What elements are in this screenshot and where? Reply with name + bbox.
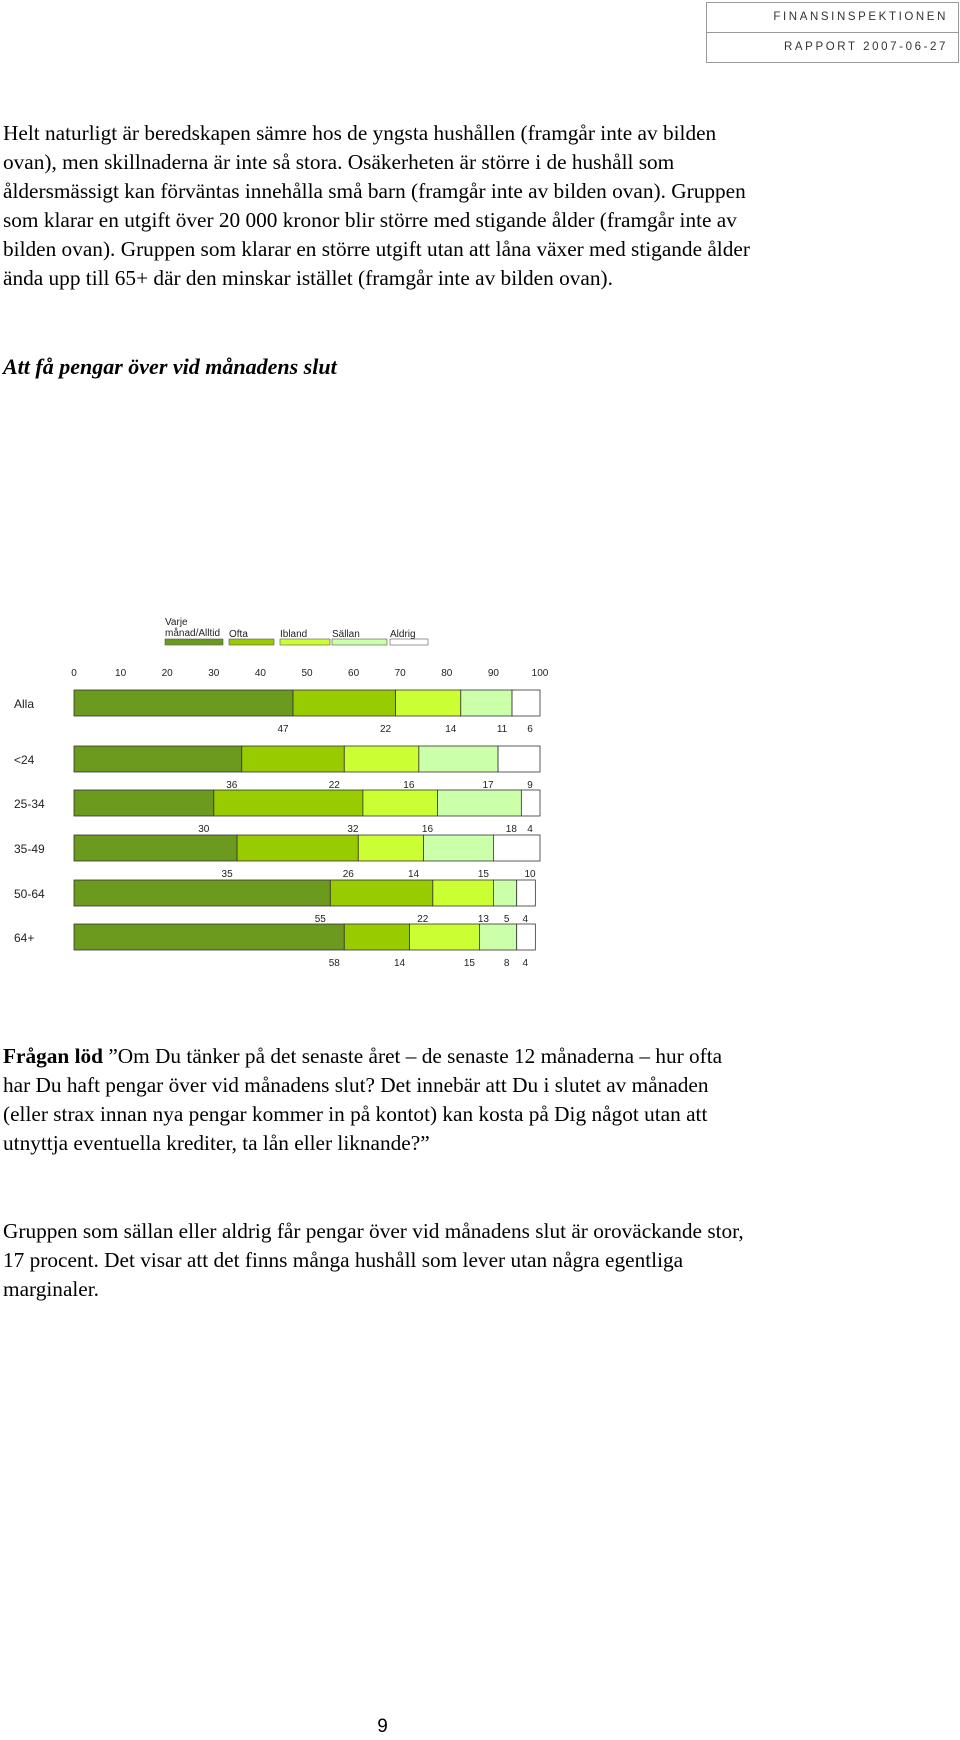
category-label: Alla	[14, 697, 34, 711]
body-paragraph-3: Gruppen som sällan eller aldrig får peng…	[3, 1219, 744, 1301]
data-label: 35	[222, 869, 234, 880]
data-label: 18	[506, 824, 518, 835]
x-tick-label: 0	[71, 668, 77, 679]
data-label: 8	[504, 958, 510, 969]
data-label: 15	[464, 958, 476, 969]
bar-segment	[460, 689, 513, 717]
data-label: 15	[478, 869, 490, 880]
bar-segment	[73, 879, 331, 907]
x-tick-label: 30	[208, 668, 220, 679]
data-label: 22	[329, 780, 341, 791]
x-tick-label: 90	[488, 668, 500, 679]
legend-swatch	[164, 638, 224, 646]
question-label: Frågan löd	[3, 1044, 103, 1068]
legend-swatch	[331, 638, 388, 646]
data-label: 4	[523, 914, 529, 925]
bar-segment	[362, 789, 438, 817]
bar-segment	[437, 789, 522, 817]
data-label: 11	[497, 724, 508, 735]
question-paragraph: Frågan löd ”Om Du tänker på det senaste …	[3, 1042, 753, 1158]
data-label: 4	[523, 958, 529, 969]
question-text: ”Om Du tänker på det senaste året – de s…	[3, 1044, 723, 1155]
data-label: 14	[394, 958, 406, 969]
bar-segment	[516, 923, 536, 951]
bar-segment	[497, 745, 541, 773]
data-label: 14	[408, 869, 420, 880]
bar-segment	[511, 689, 541, 717]
data-label: 22	[417, 914, 429, 925]
bar-segment	[492, 879, 518, 907]
bar-segment	[292, 689, 396, 717]
data-label: 16	[403, 780, 415, 791]
data-label: 30	[198, 824, 210, 835]
bar-segment	[213, 789, 364, 817]
bar-segment	[418, 745, 499, 773]
bar-segment	[357, 834, 424, 862]
legend-swatch	[389, 638, 429, 646]
x-tick-label: 10	[115, 668, 127, 679]
legend-swatch	[228, 638, 275, 646]
data-label: 32	[347, 824, 359, 835]
bar-segment	[73, 834, 238, 862]
bar-segment	[73, 789, 215, 817]
category-label: 25-34	[14, 797, 45, 811]
x-tick-label: 70	[395, 668, 407, 679]
bar-segment	[423, 834, 494, 862]
header-org: FINANSINSPEKTIONEN	[707, 3, 958, 33]
data-label: 6	[527, 724, 533, 735]
bar-segment	[241, 745, 345, 773]
data-label: 16	[422, 824, 434, 835]
legend-label: Ofta	[229, 629, 248, 640]
category-label: 50-64	[14, 887, 45, 901]
bar-segment	[73, 745, 243, 773]
legend-label: månad/Alltid	[165, 627, 220, 639]
category-label: 64+	[14, 931, 34, 945]
bar-segment	[329, 879, 434, 907]
x-tick-label: 50	[301, 668, 313, 679]
category-label: 35-49	[14, 842, 45, 856]
page-number: 9	[377, 1716, 388, 1737]
legend-label: Aldrig	[390, 629, 416, 640]
bar-segment	[343, 745, 420, 773]
category-label: <24	[14, 753, 35, 767]
bar-segment	[409, 923, 480, 951]
data-label: 9	[527, 780, 533, 791]
data-label: 58	[329, 958, 341, 969]
data-label: 22	[380, 724, 392, 735]
body-paragraph-1: Helt naturligt är beredskapen sämre hos …	[3, 121, 750, 290]
bar-segment	[73, 689, 294, 717]
data-label: 4	[527, 824, 533, 835]
data-label: 13	[478, 914, 490, 925]
x-tick-label: 100	[532, 668, 549, 679]
data-label: 17	[482, 780, 494, 791]
data-label: 5	[504, 914, 510, 925]
x-tick-label: 60	[348, 668, 360, 679]
x-tick-label: 40	[255, 668, 267, 679]
section-heading: Att få pengar över vid månadens slut	[3, 354, 337, 379]
legend-label: Sällan	[332, 629, 360, 640]
header-report-date: RAPPORT 2007-06-27	[784, 41, 948, 53]
bar-segment	[520, 789, 541, 817]
report-header-box: FINANSINSPEKTIONEN RAPPORT 2007-06-27	[706, 2, 959, 63]
bar-segment	[479, 923, 518, 951]
bar-segment	[73, 923, 345, 951]
data-label: 10	[524, 869, 536, 880]
data-label: 36	[226, 780, 238, 791]
legend-label: Varje	[165, 617, 188, 628]
bar-segment	[395, 689, 462, 717]
bar-segment	[516, 879, 536, 907]
bar-segment	[236, 834, 359, 862]
legend-label: Ibland	[280, 629, 307, 640]
bar-segment	[343, 923, 410, 951]
bar-segment	[492, 834, 541, 862]
legend-swatch	[279, 638, 331, 646]
x-tick-label: 20	[162, 668, 174, 679]
bar-segment	[432, 879, 494, 907]
data-label: 26	[343, 869, 355, 880]
data-label: 47	[277, 724, 289, 735]
data-label: 55	[315, 914, 327, 925]
x-tick-label: 80	[441, 668, 453, 679]
data-label: 14	[445, 724, 457, 735]
